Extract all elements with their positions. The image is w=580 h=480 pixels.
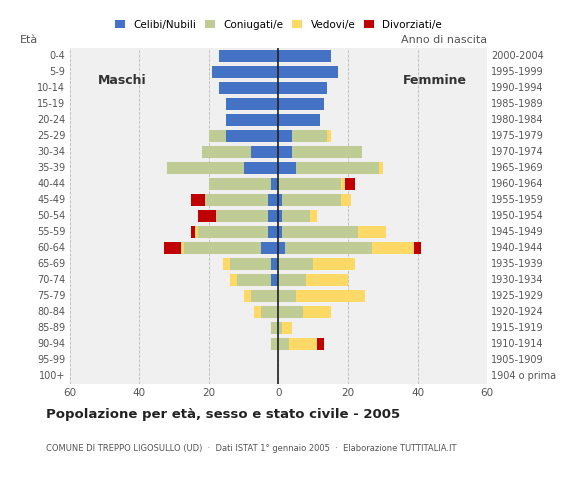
Bar xyxy=(278,130,292,143)
Bar xyxy=(341,178,345,191)
Bar xyxy=(278,49,331,62)
Bar xyxy=(244,162,278,174)
Bar xyxy=(219,49,278,62)
Bar xyxy=(226,114,278,126)
Bar xyxy=(268,226,278,239)
Bar xyxy=(313,258,355,270)
Bar xyxy=(310,210,317,222)
Bar xyxy=(306,274,348,287)
Bar xyxy=(282,210,310,222)
Bar xyxy=(226,97,278,110)
Bar xyxy=(358,226,386,239)
Bar xyxy=(289,337,317,350)
Bar xyxy=(278,145,292,158)
Bar xyxy=(226,130,278,143)
Bar xyxy=(254,306,261,318)
Bar xyxy=(271,337,278,350)
Bar xyxy=(251,289,278,302)
Bar xyxy=(327,130,331,143)
Bar xyxy=(278,289,296,302)
Bar xyxy=(278,210,282,222)
Bar xyxy=(292,145,362,158)
Bar xyxy=(230,258,271,270)
Bar xyxy=(223,258,230,270)
Bar xyxy=(282,193,341,206)
Bar xyxy=(414,241,421,254)
Bar xyxy=(191,193,205,206)
Bar xyxy=(278,306,303,318)
Bar xyxy=(278,162,296,174)
Bar xyxy=(216,210,268,222)
Bar xyxy=(191,226,195,239)
Bar xyxy=(261,306,278,318)
Bar xyxy=(379,162,383,174)
Bar xyxy=(341,193,351,206)
Text: Popolazione per età, sesso e stato civile - 2005: Popolazione per età, sesso e stato civil… xyxy=(46,408,401,420)
Bar xyxy=(181,241,184,254)
Bar xyxy=(285,241,372,254)
Bar xyxy=(271,178,278,191)
Bar xyxy=(278,114,320,126)
Bar xyxy=(278,97,324,110)
Bar xyxy=(212,66,278,78)
Bar xyxy=(278,337,289,350)
Bar xyxy=(251,145,278,158)
Bar xyxy=(237,274,271,287)
Text: COMUNE DI TREPPO LIGOSULLO (UD)  ·  Dati ISTAT 1° gennaio 2005  ·  Elaborazione : COMUNE DI TREPPO LIGOSULLO (UD) · Dati I… xyxy=(46,444,457,453)
Bar xyxy=(184,241,261,254)
Legend: Celibi/Nubili, Coniugati/e, Vedovi/e, Divorziati/e: Celibi/Nubili, Coniugati/e, Vedovi/e, Di… xyxy=(115,20,442,30)
Bar xyxy=(202,145,251,158)
Bar xyxy=(296,289,365,302)
Bar xyxy=(167,162,244,174)
Bar xyxy=(219,82,278,95)
Bar xyxy=(303,306,331,318)
Bar xyxy=(164,241,181,254)
Bar xyxy=(278,178,341,191)
Bar xyxy=(271,258,278,270)
Bar xyxy=(230,274,237,287)
Text: Femmine: Femmine xyxy=(403,73,467,86)
Bar xyxy=(372,241,414,254)
Bar xyxy=(278,193,282,206)
Bar xyxy=(209,130,226,143)
Bar xyxy=(198,226,268,239)
Bar xyxy=(198,210,216,222)
Bar xyxy=(278,226,282,239)
Bar xyxy=(261,241,278,254)
Bar xyxy=(268,210,278,222)
Bar xyxy=(195,226,198,239)
Bar xyxy=(296,162,379,174)
Text: Età: Età xyxy=(20,35,38,45)
Text: Anno di nascita: Anno di nascita xyxy=(401,35,487,45)
Bar xyxy=(345,178,355,191)
Bar xyxy=(282,322,292,335)
Bar xyxy=(278,82,327,95)
Bar xyxy=(278,322,282,335)
Bar xyxy=(292,130,327,143)
Bar xyxy=(205,193,268,206)
Bar xyxy=(268,193,278,206)
Bar xyxy=(278,241,285,254)
Bar xyxy=(244,289,251,302)
Bar xyxy=(278,258,313,270)
Bar xyxy=(209,178,271,191)
Bar xyxy=(278,66,338,78)
Bar xyxy=(278,274,306,287)
Text: Maschi: Maschi xyxy=(97,73,146,86)
Bar xyxy=(317,337,324,350)
Bar xyxy=(282,226,358,239)
Bar xyxy=(271,322,278,335)
Bar xyxy=(271,274,278,287)
